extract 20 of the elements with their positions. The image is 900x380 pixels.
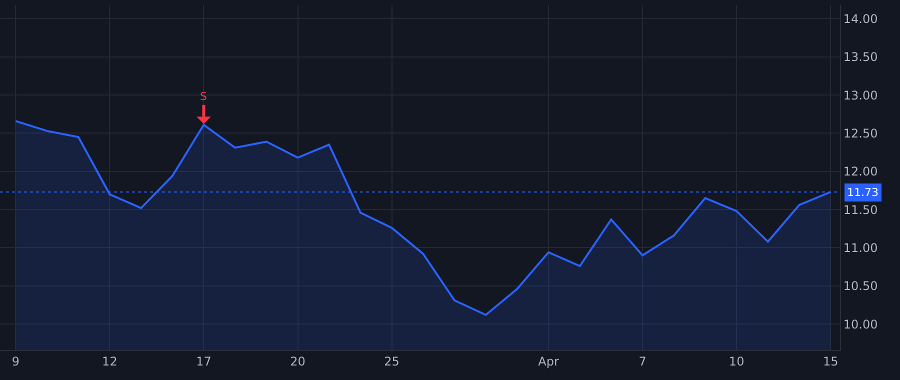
x-tick-label: 17 bbox=[196, 354, 212, 368]
x-tick-label: 7 bbox=[638, 354, 646, 368]
y-tick-label: 11.50 bbox=[843, 202, 878, 217]
x-tick-label: 9 bbox=[12, 354, 20, 368]
y-tick-label: 12.50 bbox=[843, 126, 878, 140]
ref-line-label: 11.73 bbox=[847, 186, 878, 199]
y-tick-label: 13.00 bbox=[843, 88, 878, 102]
y-tick-label: 13.50 bbox=[843, 50, 878, 64]
y-tick-label: 12.00 bbox=[843, 164, 878, 179]
y-tick-label: 10.50 bbox=[843, 279, 878, 294]
x-tick-label: 25 bbox=[384, 354, 400, 368]
x-tick-label: 10 bbox=[728, 354, 744, 368]
x-tick-label: 20 bbox=[290, 354, 306, 368]
y-tick-label: 11.00 bbox=[843, 240, 878, 255]
x-tick-label: Apr bbox=[538, 354, 559, 368]
x-tick-label: 15 bbox=[822, 354, 838, 368]
x-tick-label: 12 bbox=[102, 354, 118, 368]
y-tick-label: 14.00 bbox=[843, 12, 878, 26]
annotation: S bbox=[200, 90, 207, 103]
y-tick-label: 10.00 bbox=[843, 317, 878, 332]
